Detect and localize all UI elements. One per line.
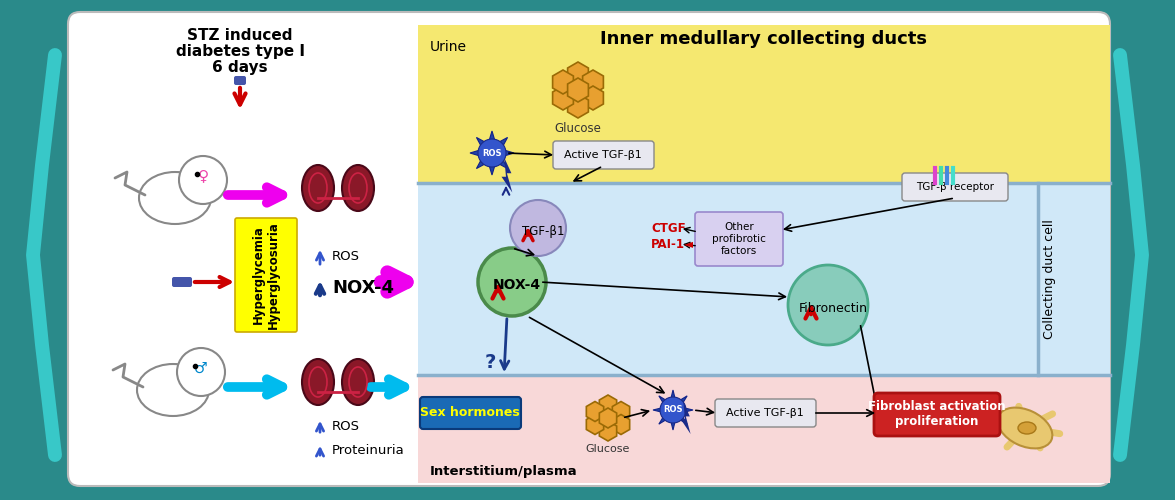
- FancyBboxPatch shape: [553, 141, 654, 169]
- Text: Fibronectin: Fibronectin: [799, 302, 867, 314]
- Ellipse shape: [342, 165, 374, 211]
- Ellipse shape: [302, 359, 334, 405]
- Text: Sex hormones: Sex hormones: [421, 406, 519, 420]
- Text: Urine: Urine: [430, 40, 466, 54]
- Polygon shape: [586, 414, 604, 434]
- Polygon shape: [568, 94, 589, 118]
- Text: Proteinuria: Proteinuria: [333, 444, 404, 456]
- Ellipse shape: [184, 353, 194, 361]
- Text: PAI-1◄: PAI-1◄: [651, 238, 694, 250]
- Text: ?: ?: [484, 352, 496, 372]
- Text: NOX-4: NOX-4: [494, 278, 540, 292]
- Circle shape: [177, 348, 224, 396]
- Text: 6 days: 6 days: [213, 60, 268, 75]
- Text: ♂: ♂: [194, 360, 208, 376]
- Bar: [418, 375, 1110, 483]
- Circle shape: [660, 397, 686, 423]
- Ellipse shape: [186, 161, 196, 169]
- Text: TGF-β receptor: TGF-β receptor: [916, 182, 994, 192]
- Circle shape: [478, 139, 506, 167]
- FancyBboxPatch shape: [235, 218, 297, 332]
- Text: ♀: ♀: [197, 168, 209, 184]
- Polygon shape: [682, 402, 691, 434]
- Polygon shape: [502, 158, 512, 192]
- Text: NOX-4: NOX-4: [333, 279, 394, 297]
- Circle shape: [788, 265, 868, 345]
- Polygon shape: [552, 86, 573, 110]
- Text: ROS: ROS: [333, 420, 360, 432]
- FancyBboxPatch shape: [902, 173, 1008, 201]
- Circle shape: [478, 248, 546, 316]
- Ellipse shape: [1018, 422, 1036, 434]
- Polygon shape: [583, 70, 604, 94]
- Text: STZ induced: STZ induced: [187, 28, 293, 43]
- FancyBboxPatch shape: [716, 399, 815, 427]
- Text: Hyperglycemia
Hyperglycosuria: Hyperglycemia Hyperglycosuria: [251, 221, 280, 329]
- Text: Collecting duct cell: Collecting duct cell: [1043, 219, 1056, 339]
- Ellipse shape: [998, 408, 1053, 449]
- FancyBboxPatch shape: [172, 277, 192, 287]
- Text: ROS: ROS: [663, 406, 683, 414]
- FancyBboxPatch shape: [68, 12, 1110, 486]
- Ellipse shape: [137, 364, 209, 416]
- Text: Glucose: Glucose: [555, 122, 602, 135]
- Text: Inner medullary collecting ducts: Inner medullary collecting ducts: [600, 30, 927, 48]
- FancyBboxPatch shape: [874, 393, 1000, 436]
- Polygon shape: [599, 421, 617, 441]
- Ellipse shape: [342, 359, 374, 405]
- Text: diabetes type I: diabetes type I: [175, 44, 304, 59]
- Text: Other
profibrotic
factors: Other profibrotic factors: [712, 222, 766, 256]
- Polygon shape: [470, 131, 513, 175]
- Polygon shape: [568, 62, 589, 86]
- Polygon shape: [599, 408, 617, 428]
- FancyBboxPatch shape: [694, 212, 783, 266]
- Text: Interstitium/plasma: Interstitium/plasma: [430, 464, 578, 477]
- Polygon shape: [612, 414, 630, 434]
- Text: CTGF: CTGF: [651, 222, 686, 234]
- Circle shape: [510, 200, 566, 256]
- Text: TGF-β1: TGF-β1: [522, 224, 564, 237]
- Bar: [418, 25, 1110, 183]
- Text: ROS: ROS: [333, 250, 360, 264]
- Bar: [418, 183, 1110, 375]
- Polygon shape: [586, 402, 604, 421]
- Text: Glucose: Glucose: [586, 444, 630, 454]
- Polygon shape: [568, 78, 589, 102]
- Text: Active TGF-β1: Active TGF-β1: [564, 150, 642, 160]
- Polygon shape: [653, 390, 693, 430]
- FancyBboxPatch shape: [234, 76, 246, 85]
- Circle shape: [179, 156, 227, 204]
- Ellipse shape: [302, 165, 334, 211]
- FancyBboxPatch shape: [419, 397, 521, 429]
- Polygon shape: [552, 70, 573, 94]
- Text: ROS: ROS: [482, 148, 502, 158]
- Text: Fibroblast activation
proliferation: Fibroblast activation proliferation: [868, 400, 1006, 428]
- Text: Active TGF-β1: Active TGF-β1: [726, 408, 804, 418]
- Ellipse shape: [139, 172, 212, 224]
- Polygon shape: [583, 86, 604, 110]
- Polygon shape: [612, 402, 630, 421]
- Polygon shape: [599, 395, 617, 415]
